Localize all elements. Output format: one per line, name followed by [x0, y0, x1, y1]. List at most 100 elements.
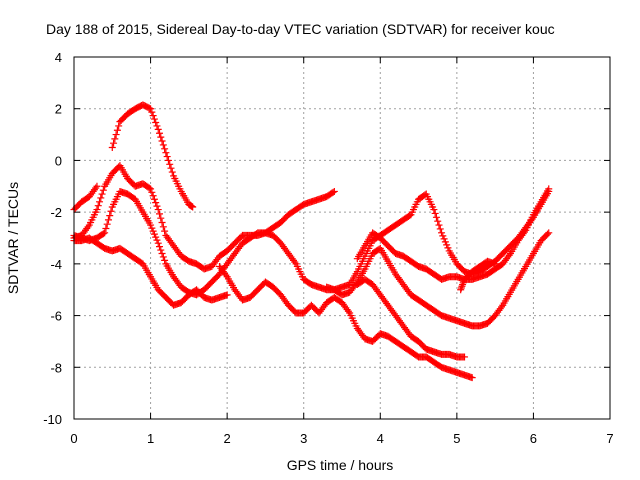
data-point — [543, 230, 551, 238]
data-point — [545, 185, 553, 193]
data-point — [156, 243, 164, 251]
data-point — [152, 233, 160, 241]
series-arc-6 — [215, 262, 476, 382]
data-point — [166, 160, 174, 168]
y-tick-label: 4 — [55, 50, 62, 65]
series-arc-5 — [70, 234, 231, 309]
data-point — [457, 286, 465, 294]
y-tick-label: -10 — [43, 412, 62, 427]
data-point — [106, 212, 114, 220]
data-point — [99, 230, 107, 238]
data-point — [432, 213, 440, 221]
data-point — [97, 194, 105, 202]
data-point — [162, 149, 170, 157]
x-tick-label: 4 — [377, 431, 384, 446]
data-point — [344, 307, 352, 315]
data-point — [431, 209, 439, 217]
data-point — [101, 229, 109, 237]
x-axis-title: GPS time / hours — [287, 457, 394, 473]
x-tick-label: 2 — [224, 431, 231, 446]
data-point — [430, 206, 438, 214]
data-point — [147, 185, 155, 193]
data-point — [154, 206, 162, 214]
data-point — [161, 145, 169, 153]
data-point — [435, 221, 443, 229]
data-point — [149, 192, 157, 200]
data-point — [156, 210, 164, 218]
data-point — [436, 225, 444, 233]
data-point — [152, 119, 160, 127]
series-arc-8 — [353, 185, 553, 283]
grid-lines — [74, 57, 610, 419]
y-tick-label: 0 — [55, 153, 62, 168]
data-point — [329, 188, 337, 196]
data-point — [330, 187, 338, 195]
data-point — [102, 225, 110, 233]
data-point — [434, 217, 442, 225]
data-point — [149, 112, 157, 120]
data-point — [150, 195, 158, 203]
data-point — [520, 228, 528, 236]
data-point — [159, 253, 167, 261]
data-point — [498, 303, 506, 311]
series-arc-7 — [323, 229, 553, 330]
y-axis-title: SDTVAR / TECUs — [5, 182, 21, 294]
data-point — [150, 115, 158, 123]
data-point — [104, 216, 112, 224]
data-point — [107, 207, 115, 215]
series-arc-10 — [457, 257, 499, 294]
x-tick-label: 6 — [530, 431, 537, 446]
y-tick-label: -4 — [50, 257, 62, 272]
data-point — [153, 236, 161, 244]
y-tick-label: -8 — [50, 360, 62, 375]
data-point — [459, 279, 467, 287]
data-point — [291, 258, 299, 266]
data-point — [168, 168, 176, 176]
data-point — [439, 232, 447, 240]
data-point — [112, 131, 120, 139]
data-point — [443, 241, 451, 249]
data-point — [491, 260, 499, 268]
data-point — [189, 203, 197, 211]
data-point — [167, 164, 175, 172]
data-point — [505, 251, 513, 259]
series-arc-9 — [353, 275, 469, 361]
data-point — [159, 223, 167, 231]
data-points — [70, 101, 553, 382]
data-point — [145, 184, 153, 192]
x-tick-label: 7 — [606, 431, 613, 446]
data-point — [148, 188, 156, 196]
x-tick-label: 3 — [300, 431, 307, 446]
data-point — [147, 105, 155, 113]
data-point — [161, 227, 169, 235]
data-point — [150, 230, 158, 238]
series-arc-2 — [108, 101, 197, 211]
data-point — [156, 129, 164, 137]
data-point — [457, 284, 465, 292]
data-point — [113, 126, 121, 134]
data-point — [145, 104, 153, 112]
data-point — [149, 227, 157, 235]
y-tick-label: -6 — [50, 309, 62, 324]
data-point — [161, 256, 169, 264]
data-point — [108, 144, 116, 151]
data-point — [157, 214, 165, 222]
chart-title: Day 188 of 2015, Sidereal Day-to-day VTE… — [46, 21, 555, 37]
data-point — [444, 244, 452, 252]
y-tick-label: 2 — [55, 102, 62, 117]
data-point — [96, 198, 104, 206]
data-point — [157, 246, 165, 254]
x-tick-label: 0 — [70, 431, 77, 446]
data-point — [158, 137, 166, 145]
data-point — [98, 190, 106, 198]
x-tick-labels: 0 1 2 3 4 5 6 7 — [70, 431, 613, 446]
data-point — [93, 182, 101, 190]
data-point — [84, 223, 92, 231]
data-point — [111, 135, 119, 143]
data-point — [99, 186, 107, 194]
data-point — [461, 353, 469, 361]
x-tick-label: 5 — [453, 431, 460, 446]
data-point — [458, 282, 466, 290]
data-point — [158, 250, 166, 258]
data-point — [223, 291, 231, 299]
